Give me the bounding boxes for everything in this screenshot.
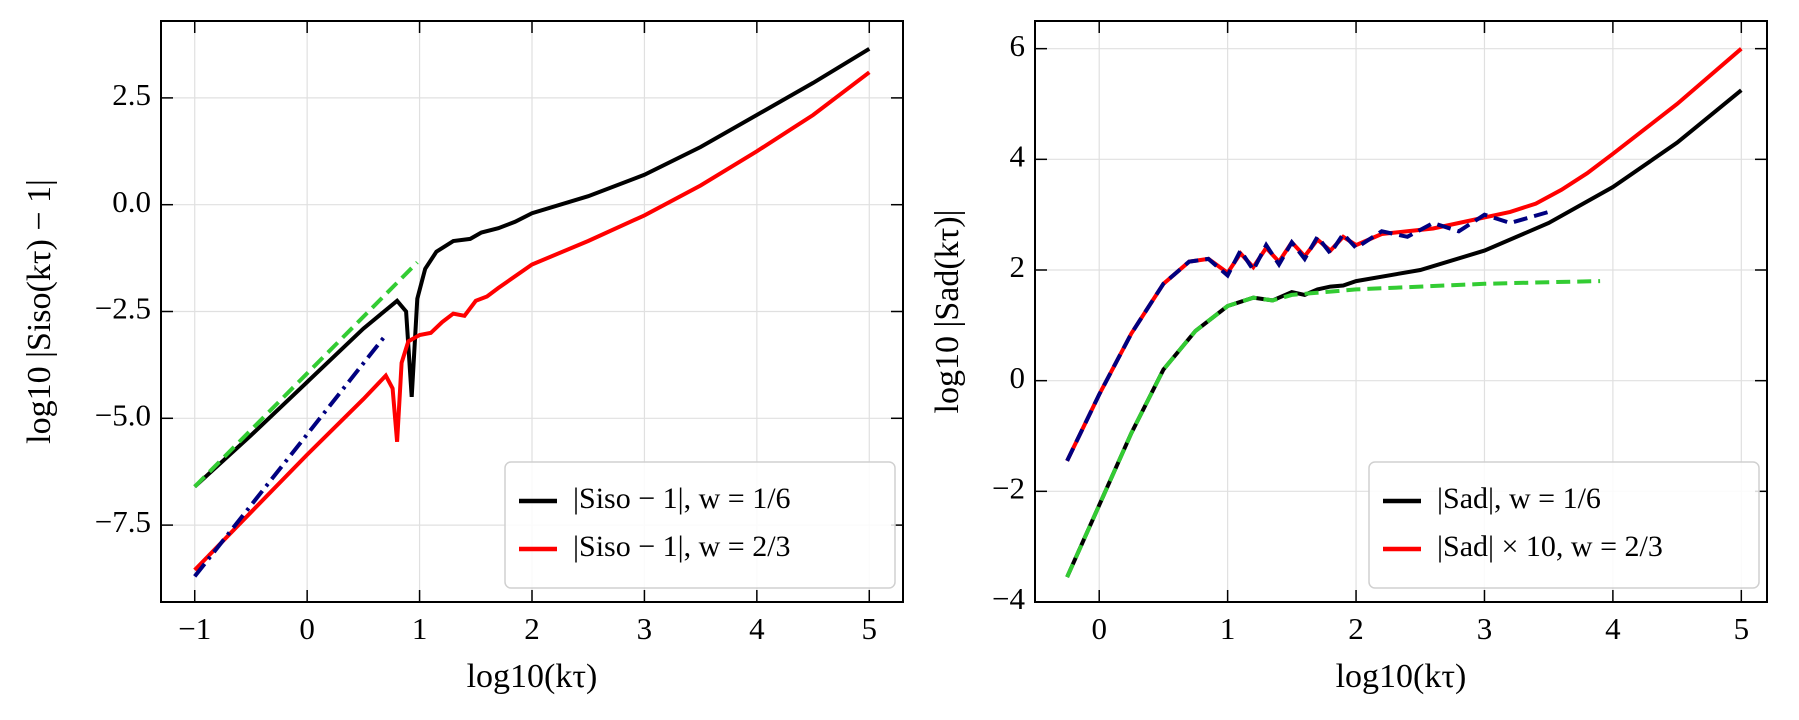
y-tick-label: −4 <box>992 581 1025 616</box>
y-tick-label: 6 <box>1010 28 1026 63</box>
y-tick-label: −2.5 <box>95 291 151 326</box>
x-tick-label: 2 <box>524 611 540 646</box>
x-tick-label: 3 <box>637 611 653 646</box>
series-line <box>193 47 871 489</box>
y-axis-label: log10 |Sad(kτ)| <box>929 210 966 414</box>
y-tick-label: 0 <box>1010 360 1026 395</box>
x-tick-label: 4 <box>749 611 765 646</box>
axes-frame <box>160 20 904 603</box>
legend-label: |Sad|, w = 1/6 <box>1437 482 1601 515</box>
x-tick-label: 1 <box>412 611 428 646</box>
legend-box <box>1368 461 1760 589</box>
x-tick-label: 4 <box>1605 611 1621 646</box>
y-tick-label: 2.5 <box>112 77 151 112</box>
y-tick-label: 2 <box>1010 249 1026 284</box>
y-axis-label: log10 |Siso(kτ) − 1| <box>21 179 58 444</box>
series-line <box>193 333 388 578</box>
legend-label: |Siso − 1|, w = 1/6 <box>573 482 791 515</box>
x-tick-label: 3 <box>1477 611 1493 646</box>
legend-label: |Sad| × 10, w = 2/3 <box>1437 530 1663 563</box>
axes-frame <box>1034 20 1768 603</box>
x-tick-label: 0 <box>299 611 315 646</box>
x-tick-label: 1 <box>1220 611 1236 646</box>
x-tick-label: 5 <box>1734 611 1750 646</box>
y-tick-label: 0.0 <box>112 184 151 219</box>
panel: −1 0 1 2 3 4 5 −7.5 −5.0 −2.5 0.0 2.5 log10(kτ) log10… <box>21 20 904 695</box>
y-tick-label: −2 <box>992 470 1025 505</box>
legend-label: |Siso − 1|, w = 2/3 <box>573 530 791 563</box>
series-line <box>1065 209 1550 462</box>
x-axis-label: log10(kτ) <box>467 658 598 695</box>
series-line <box>193 70 871 572</box>
x-tick-label: 0 <box>1091 611 1107 646</box>
legend-box <box>504 461 896 589</box>
x-axis-label: log10(kτ) <box>1336 658 1467 695</box>
y-tick-label: 4 <box>1010 138 1026 173</box>
y-tick-label: −5.0 <box>95 397 151 432</box>
x-tick-label: 5 <box>862 611 878 646</box>
series-line <box>193 260 419 489</box>
series-line <box>1065 47 1743 462</box>
x-tick-label: 2 <box>1348 611 1364 646</box>
x-tick-label: −1 <box>178 611 211 646</box>
series-line <box>1065 279 1601 578</box>
panel: 0 1 2 3 4 5 −4 −2 0 2 4 6 log10(kτ) log10 |Sad(kτ)| |S… <box>929 20 1768 695</box>
y-tick-label: −7.5 <box>95 504 151 539</box>
